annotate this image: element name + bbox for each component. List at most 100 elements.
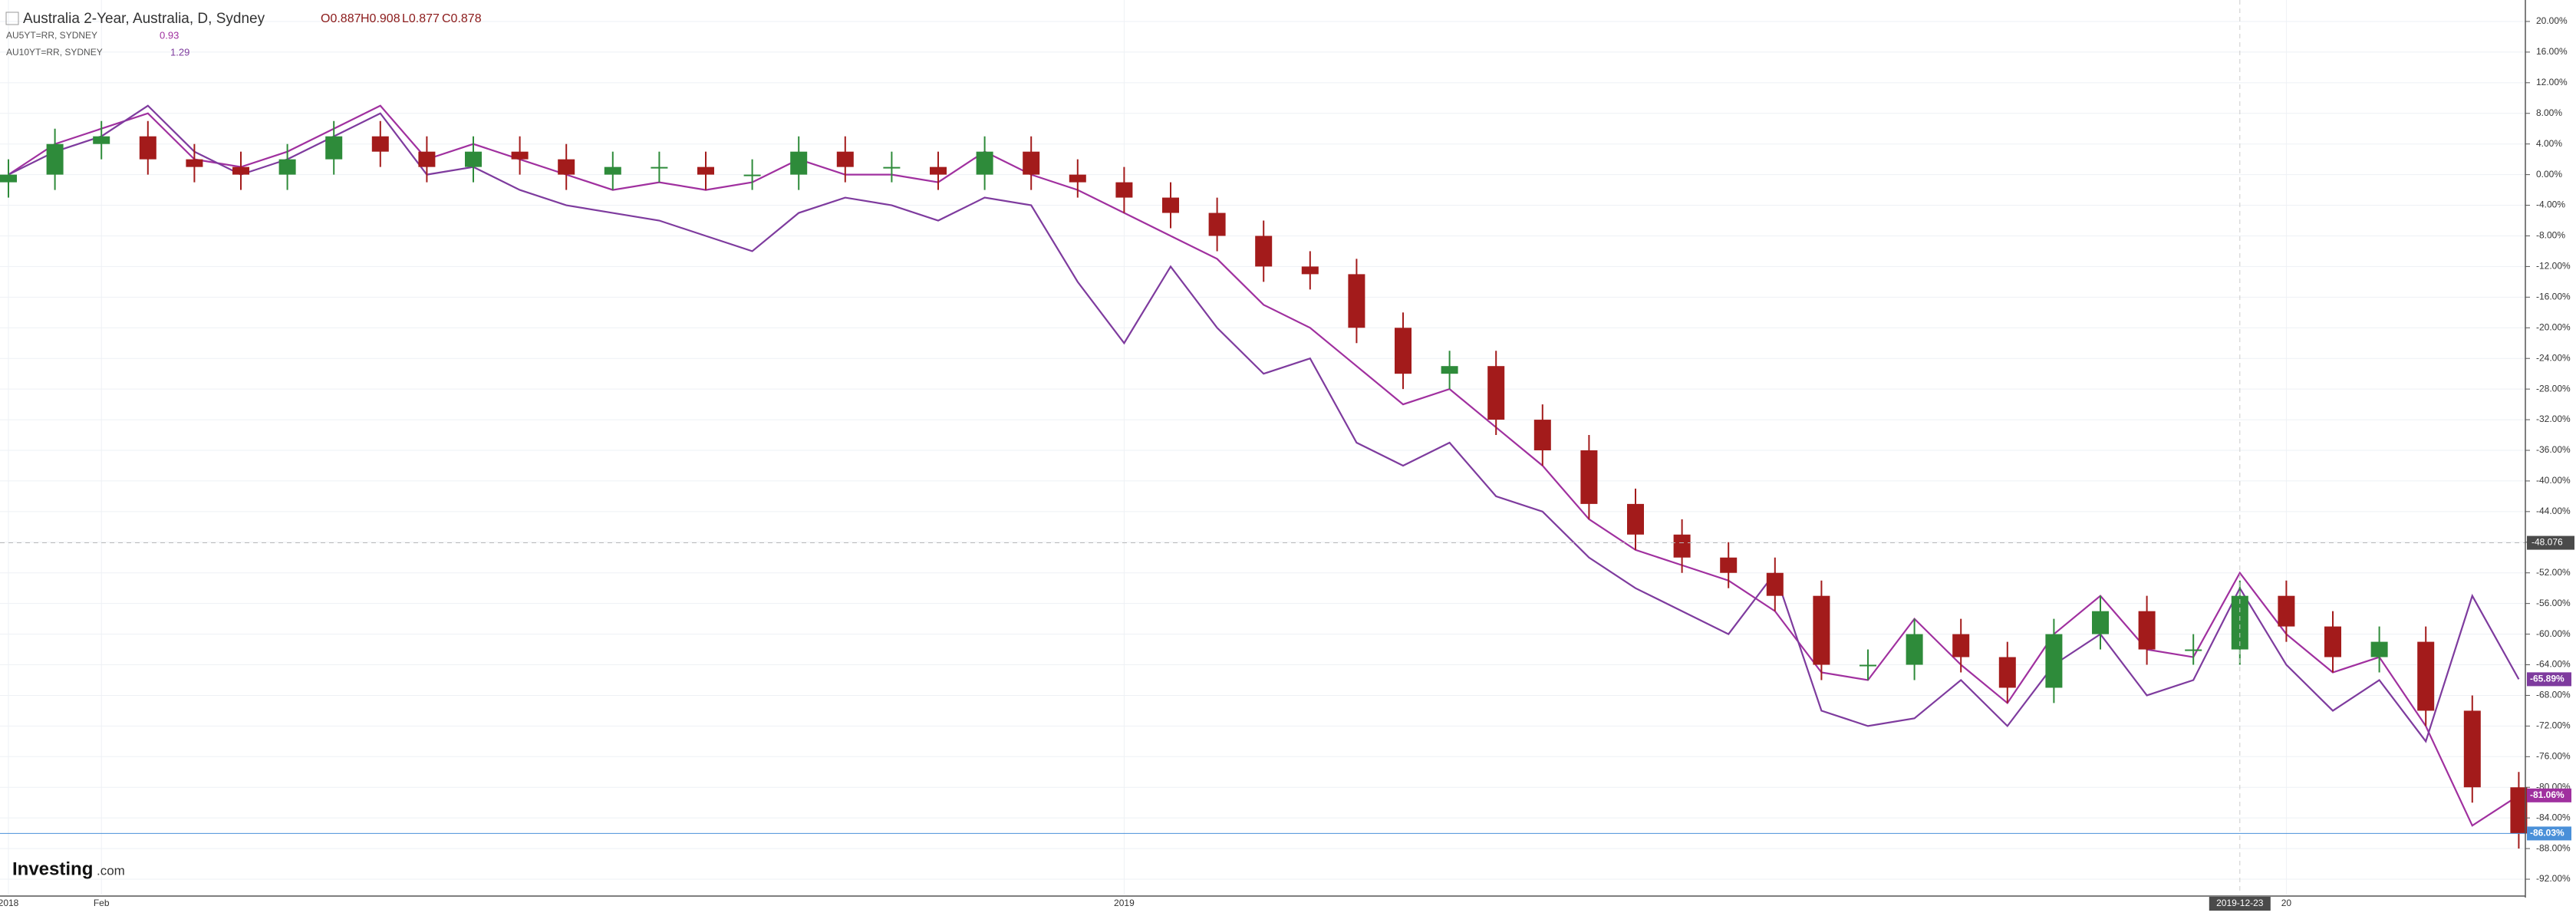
- marks: [0, 0, 2528, 895]
- last-value-badge: [2527, 826, 2571, 841]
- y-tick-label: 20.00%: [2536, 15, 2568, 26]
- candle-body: [976, 151, 993, 175]
- last-value-label: -86.03%: [2530, 828, 2564, 839]
- y-tick-label: -72.00%: [2536, 720, 2571, 731]
- logo-brand: Investing: [12, 858, 93, 879]
- last-value-badge: [2527, 672, 2571, 687]
- y-tick-label: -88.00%: [2536, 842, 2571, 853]
- candle-body: [1766, 572, 1784, 596]
- y-tick-label: -36.00%: [2536, 444, 2571, 455]
- candle-body: [2045, 634, 2063, 688]
- candle-body: [1860, 664, 1876, 667]
- candle-body: [465, 151, 482, 167]
- candle-body: [2092, 611, 2109, 634]
- y-tick-label: 12.00%: [2536, 77, 2568, 87]
- y-tick-label: -60.00%: [2536, 628, 2571, 639]
- candle-body: [232, 166, 249, 175]
- candle-body: [1348, 274, 1365, 328]
- candle-body: [511, 151, 529, 160]
- candle-body: [604, 166, 621, 175]
- y-tick-label: 16.00%: [2536, 46, 2568, 57]
- y-tick-label: -28.00%: [2536, 383, 2571, 394]
- candle-body: [743, 174, 761, 176]
- candle-body: [2510, 787, 2528, 834]
- candle-body: [1998, 657, 2016, 688]
- y-tick-label: 0.00%: [2536, 169, 2562, 180]
- candle-body: [1533, 420, 1551, 450]
- candle-body: [2231, 595, 2248, 650]
- candle-body: [651, 166, 668, 169]
- crosshair-value: -48.076: [2532, 537, 2563, 548]
- candle-body: [1395, 328, 1412, 374]
- candle-body: [697, 166, 714, 175]
- crosshair-date-badge: [2209, 897, 2271, 911]
- y-tick-label: -64.00%: [2536, 659, 2571, 670]
- ohlc-low: L0.877: [402, 12, 440, 25]
- candle-body: [2324, 626, 2341, 657]
- collapse-icon[interactable]: [5, 12, 19, 25]
- candle-body: [1580, 450, 1598, 504]
- ohlc-close: C0.878: [442, 12, 482, 25]
- candle-body: [1441, 366, 1458, 374]
- candle-body: [1720, 557, 1738, 573]
- candle-body: [2417, 641, 2435, 711]
- y-tick-label: 8.00%: [2536, 107, 2562, 118]
- x-tick-label: 2019: [1114, 898, 1135, 908]
- y-tick-label: -76.00%: [2536, 750, 2571, 761]
- candle-body: [1813, 595, 1830, 665]
- y-tick-label: -4.00%: [2536, 199, 2565, 210]
- crosshair-badge: [2527, 535, 2574, 550]
- x-tick-label: Feb: [94, 898, 110, 908]
- candle-body: [46, 143, 64, 175]
- y-tick-label: -32.00%: [2536, 414, 2571, 424]
- candle-body: [1023, 151, 1040, 175]
- candle-body: [186, 159, 203, 167]
- legend-label: AU5YT=RR, SYDNEY: [6, 30, 97, 41]
- candle-body: [1906, 634, 1923, 665]
- x-tick-label: 20: [2281, 898, 2292, 908]
- last-value-label: -65.89%: [2530, 674, 2564, 684]
- candle-body: [278, 159, 296, 175]
- last-value-label: -81.06%: [2530, 789, 2564, 800]
- y-tick-label: -12.00%: [2536, 261, 2571, 272]
- y-tick-label: -92.00%: [2536, 873, 2571, 884]
- candle-body: [1208, 213, 1226, 236]
- y-tick-label: -16.00%: [2536, 292, 2571, 302]
- candle-body: [2138, 611, 2156, 650]
- candle-body: [1673, 534, 1691, 558]
- candle-body: [1115, 182, 1133, 198]
- y-tick-label: -8.00%: [2536, 230, 2565, 241]
- ohlc-open: O0.887: [321, 12, 361, 25]
- y-tick-label: -24.00%: [2536, 352, 2571, 363]
- candle-body: [930, 166, 947, 175]
- candle-body: [558, 159, 575, 175]
- candle-body: [139, 136, 156, 160]
- y-tick-label: -56.00%: [2536, 598, 2571, 608]
- candle-body: [1069, 174, 1086, 183]
- chart-title: Australia 2-Year, Australia, D, Sydney: [23, 11, 265, 27]
- candle-body: [371, 136, 389, 152]
- candle-body: [93, 136, 110, 144]
- candle-body: [1301, 266, 1319, 275]
- candle-body: [836, 151, 854, 167]
- candle-body: [418, 151, 436, 167]
- grid: [0, 0, 2525, 895]
- candle-body: [0, 174, 17, 183]
- candle-body: [790, 151, 808, 175]
- last-value-badge: [2527, 788, 2571, 802]
- ohlc-high: H0.908: [361, 12, 400, 25]
- y-tick-label: -44.00%: [2536, 506, 2571, 516]
- logo-suffix: .com: [97, 863, 125, 878]
- legend-value: 1.29: [170, 46, 189, 58]
- y-tick-label: -40.00%: [2536, 475, 2571, 486]
- candle-body: [1162, 197, 1179, 213]
- labels: 20.00% 16.00% 12.00% 8.00% 4.00% 0.00% -4.00% -…: [0, 15, 2574, 911]
- crosshair-date: 2019-12-23: [2216, 898, 2264, 908]
- x-tick-label: 2018: [0, 898, 19, 908]
- legend-label: AU10YT=RR, SYDNEY: [6, 47, 103, 58]
- candle-body: [2185, 649, 2202, 651]
- candle-body: [2370, 641, 2388, 657]
- candle-body: [325, 136, 343, 160]
